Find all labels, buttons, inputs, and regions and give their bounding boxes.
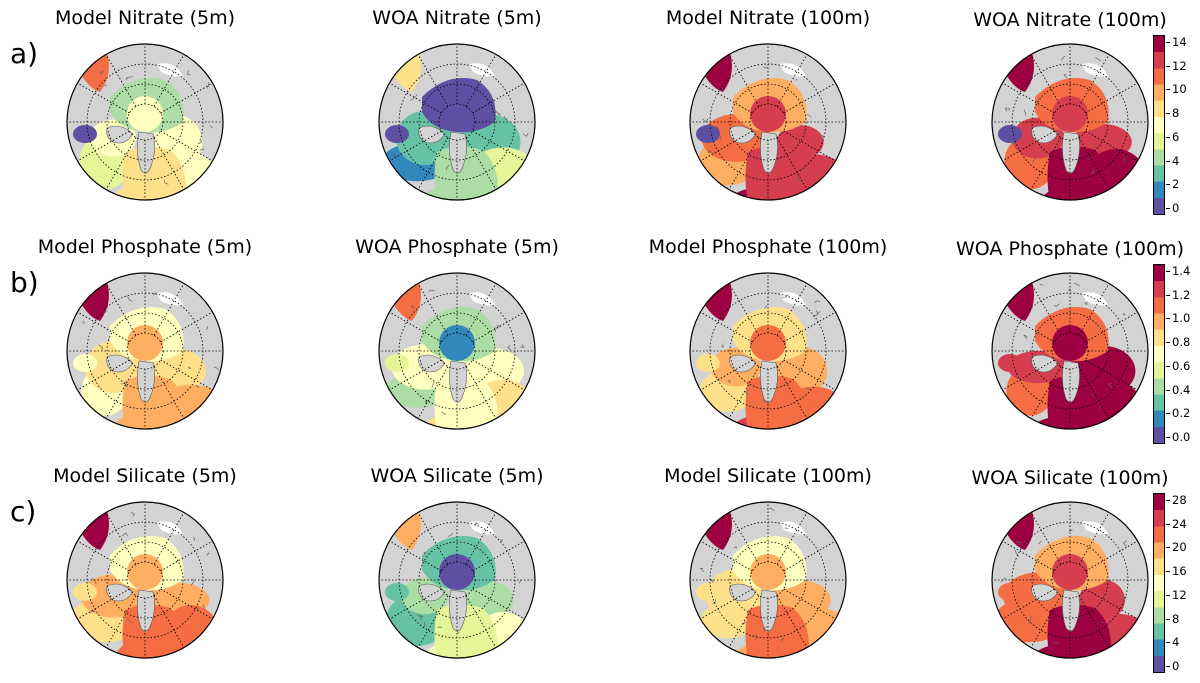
polar-map xyxy=(689,272,847,430)
panel-title: Model Nitrate (100m) xyxy=(665,7,871,29)
colorbar-tick-label: 0.8 xyxy=(1165,335,1191,350)
colorbar-tick-label: 0 xyxy=(1165,201,1180,215)
row-label: b) xyxy=(10,266,39,299)
colorbar-tick-label: 0 xyxy=(1165,659,1180,673)
polar-map xyxy=(991,272,1149,430)
colorbar-tick-label: 28 xyxy=(1166,493,1187,507)
polar-map xyxy=(689,43,847,201)
polar-map xyxy=(378,501,536,659)
panel-title: Model Nitrate (5m) xyxy=(54,7,236,29)
colorbar-tick-label: 24 xyxy=(1166,516,1187,531)
polar-map xyxy=(689,501,847,659)
colorbar-tick-label: 16 xyxy=(1166,564,1187,579)
colorbar-tick-label: 0.2 xyxy=(1165,406,1191,421)
colorbar-tick-label: 1.0 xyxy=(1165,311,1191,326)
colorbar-tick-label: 6 xyxy=(1165,129,1180,144)
panel-title: WOA Nitrate (5m) xyxy=(372,7,542,29)
polar-map xyxy=(991,501,1149,659)
polar-map xyxy=(378,272,536,430)
colorbar-tick-label: 10 xyxy=(1166,82,1187,97)
panel-title: Model Silicate (5m) xyxy=(53,465,237,487)
colorbar-tick-label: 0.6 xyxy=(1165,358,1191,373)
polar-map xyxy=(991,43,1149,201)
colorbar-tick-label: 1.4 xyxy=(1165,264,1191,278)
colorbar-tick-label: 20 xyxy=(1166,540,1187,555)
polar-map xyxy=(378,43,536,201)
panel-title: WOA Silicate (5m) xyxy=(370,465,544,487)
panel-title: WOA Phosphate (5m) xyxy=(355,236,559,258)
panel-title: WOA Silicate (100m) xyxy=(971,467,1169,489)
colorbar-tick-label: 8 xyxy=(1165,611,1180,626)
polar-map xyxy=(66,272,224,430)
panel-title: Model Silicate (100m) xyxy=(664,465,872,487)
polar-map xyxy=(66,501,224,659)
row-label: a) xyxy=(10,37,39,70)
colorbar-tick-label: 2 xyxy=(1165,177,1180,192)
panel-title: Model Phosphate (5m) xyxy=(37,236,253,258)
colorbar xyxy=(1153,493,1165,673)
panel-title: Model Phosphate (100m) xyxy=(648,236,888,258)
row-label: c) xyxy=(10,495,37,528)
panel-title: WOA Phosphate (100m) xyxy=(956,238,1184,260)
colorbar-tick-label: 12 xyxy=(1166,58,1187,73)
colorbar-tick-label: 4 xyxy=(1165,153,1180,168)
colorbar-tick-label: 8 xyxy=(1165,106,1180,121)
colorbar xyxy=(1153,264,1165,444)
panel-title: WOA Nitrate (100m) xyxy=(973,9,1167,31)
colorbar-tick-label: 0.4 xyxy=(1165,382,1191,397)
colorbar-tick-label: 0.0 xyxy=(1165,430,1191,444)
polar-map xyxy=(66,43,224,201)
colorbar-tick-label: 4 xyxy=(1165,635,1180,650)
colorbar-tick-label: 1.2 xyxy=(1165,287,1191,302)
colorbar-tick-label: 14 xyxy=(1166,35,1187,49)
colorbar-tick-label: 12 xyxy=(1166,587,1187,602)
colorbar xyxy=(1153,35,1165,215)
